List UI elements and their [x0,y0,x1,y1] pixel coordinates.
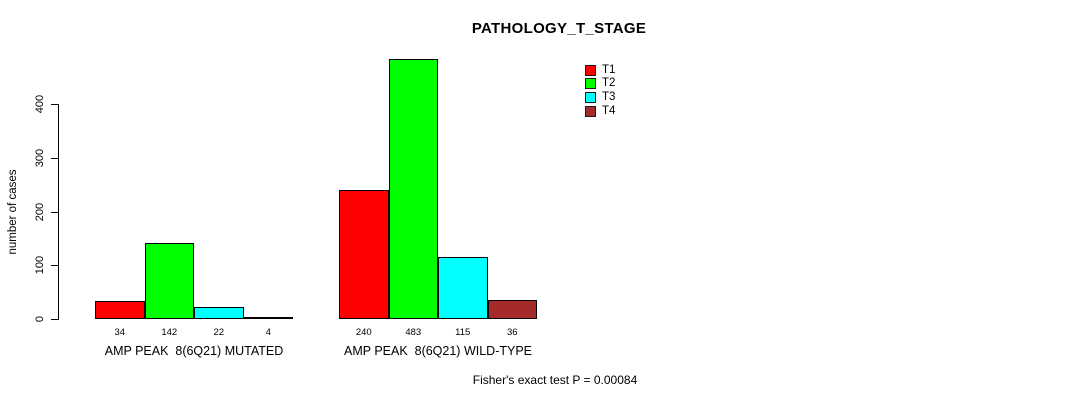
y-axis-line [58,104,59,320]
y-tick-mark [51,265,58,267]
y-tick-label: 300 [34,148,46,167]
bar-value-label: 34 [114,327,126,338]
legend-label-t3: T3 [602,90,616,103]
bar-value-label: 115 [455,327,471,338]
legend-label-t4: T4 [602,104,616,117]
legend-swatch-t2 [585,78,596,90]
bar-value-label: 240 [355,327,372,338]
bar-value-label: 22 [213,327,225,338]
bar-t2 [144,242,194,319]
y-tick-label: 100 [34,256,46,275]
y-tick-label: 400 [34,94,46,114]
bar-t2 [388,59,438,319]
bar-t1 [339,190,389,319]
bar-t1 [95,300,145,319]
bar-value-label: 36 [506,327,518,338]
legend-label-t2: T2 [602,77,616,90]
y-tick-mark [51,157,58,159]
y-tick-mark [51,319,58,320]
group-label: AMP PEAK 8(6Q21) MUTATED [104,344,284,358]
y-tick-mark [51,211,58,213]
bar-t4 [487,299,537,319]
y-tick-mark [51,104,58,105]
y-tick-label: 200 [34,202,46,221]
chart-title: PATHOLOGY_T_STAGE [471,20,647,37]
annotation-text: Fisher's exact test P = 0.00084 [472,373,638,387]
bar-t4 [243,316,293,319]
legend-swatch-t4 [585,105,596,117]
y-tick-label: 0 [34,315,46,323]
bar-value-label: 142 [161,327,178,338]
bar-t3 [438,257,488,319]
legend-label-t1: T1 [602,63,616,76]
bar-value-label: 483 [405,327,422,338]
bar-value-label: 4 [265,327,271,338]
group-label: AMP PEAK 8(6Q21) WILD-TYPE [343,344,533,358]
legend-swatch-t1 [585,64,596,76]
y-axis-label: number of cases [7,169,19,255]
bar-t3 [194,307,244,319]
legend-swatch-t3 [585,91,596,103]
